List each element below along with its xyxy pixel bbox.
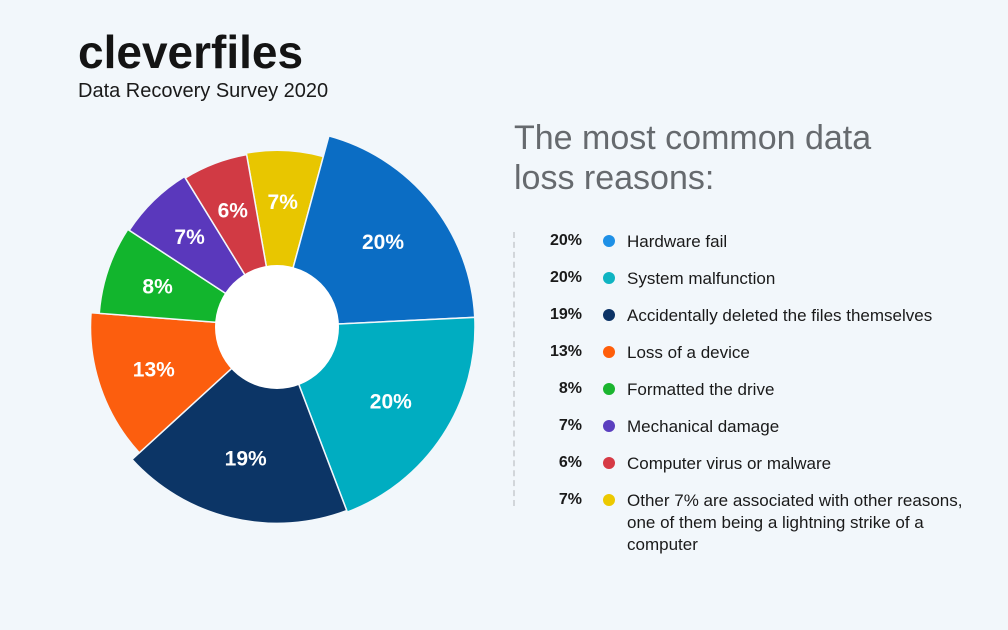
legend-label: System malfunction	[627, 269, 776, 288]
legend-item: 8% Formatted the drive	[540, 378, 970, 415]
legend-item: 7% Other 7% are associated with other re…	[540, 489, 970, 554]
legend-item: 19% Accidentally deleted the files thems…	[540, 304, 970, 341]
legend-item: 20% Hardware fail	[540, 230, 970, 267]
legend-dot-icon	[603, 309, 615, 321]
donut-slice	[276, 135, 476, 328]
legend-item: 13% Loss of a device	[540, 341, 970, 378]
donut-chart: 7% 20% 20% 19% 13% 8% 7% 6%	[89, 135, 476, 525]
slice-label: 20%	[362, 231, 404, 254]
legend-dot-icon	[603, 235, 615, 247]
legend-divider	[513, 232, 515, 506]
cleverfiles-logo: cleverfiles	[78, 28, 303, 78]
legend-percent: 19%	[549, 306, 582, 323]
legend-dot-icon	[603, 457, 615, 469]
legend-item: 6% Computer virus or malware	[540, 452, 970, 489]
legend-label: Hardware fail	[627, 232, 728, 251]
slice-label: 13%	[133, 358, 175, 381]
legend-percent: 8%	[558, 380, 582, 397]
slice-label: 6%	[218, 200, 249, 223]
legend-label: Computer virus or malware	[627, 454, 832, 473]
chart-heading-line-2: loss reasons:	[514, 159, 715, 197]
legend-label: Mechanical damage	[627, 417, 780, 436]
slice-label: 7%	[268, 191, 299, 214]
legend-percent: 7%	[558, 491, 582, 508]
donut-hole	[215, 265, 339, 389]
legend-label: Other 7% are associated with other reaso…	[627, 491, 963, 554]
legend-label: Formatted the drive	[627, 380, 775, 399]
donut-slice	[275, 316, 476, 514]
legend-percent: 20%	[549, 232, 582, 249]
slice-label: 19%	[225, 448, 267, 471]
chart-heading-line-1: The most common data	[514, 119, 872, 157]
survey-subtitle: Data Recovery Survey 2020	[78, 80, 329, 102]
legend-percent: 13%	[549, 343, 582, 360]
legend-dot-icon	[603, 494, 615, 506]
legend-label: Accidentally deleted the files themselve…	[627, 306, 933, 325]
legend-label: Loss of a device	[627, 343, 750, 362]
legend-item: 7% Mechanical damage	[540, 415, 970, 452]
legend-dot-icon	[603, 383, 615, 395]
brand: cleverfiles Data Recovery Survey 2020	[78, 28, 338, 103]
slice-label: 8%	[142, 275, 173, 298]
legend-dot-icon	[603, 346, 615, 358]
slice-label: 7%	[174, 226, 205, 249]
legend-dot-icon	[603, 272, 615, 284]
legend-percent: 6%	[558, 454, 582, 471]
chart-heading: The most common data loss reasons:	[514, 118, 964, 198]
legend-percent: 7%	[558, 417, 582, 434]
slice-label: 20%	[370, 391, 412, 414]
legend-item: 20% System malfunction	[540, 267, 970, 304]
svg-text:cleverfiles: cleverfiles	[78, 28, 303, 78]
legend-dot-icon	[603, 420, 615, 432]
legend: 20% Hardware fail 20% System malfunction…	[540, 230, 970, 554]
legend-percent: 20%	[549, 269, 582, 286]
